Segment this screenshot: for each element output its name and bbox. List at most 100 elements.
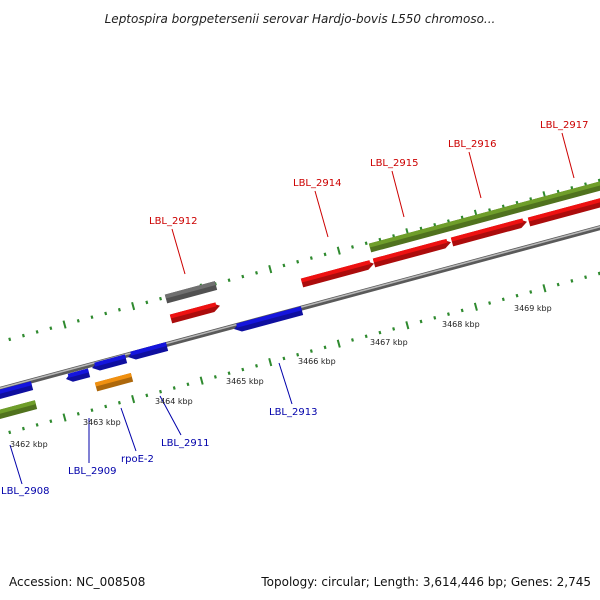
gene-label-lbl-2915[interactable]: LBL_2915 xyxy=(370,158,418,169)
scale-label: 3467 kbp xyxy=(370,338,408,347)
feature-bar-lbl-2911 xyxy=(128,342,169,360)
minor-tick xyxy=(117,307,121,312)
minor-tick xyxy=(446,312,450,316)
minor-tick xyxy=(392,327,396,331)
major-tick xyxy=(131,394,136,404)
gene-label-lbl-2909[interactable]: LBL_2909 xyxy=(68,466,116,477)
feature-bar-olive-left xyxy=(0,400,38,419)
topology-text: Topology: circular; Length: 3,614,446 bp… xyxy=(260,575,591,589)
minor-tick xyxy=(501,297,505,302)
major-tick xyxy=(542,284,547,293)
minor-tick xyxy=(570,279,574,283)
feature-bar-lbl-2911-face xyxy=(130,342,167,356)
minor-tick xyxy=(35,423,39,427)
scale-label: 3462 kbp xyxy=(10,440,48,449)
minor-tick xyxy=(309,349,313,353)
major-tick xyxy=(336,246,341,255)
gene-label-rpoe-2[interactable]: rpoE-2 xyxy=(121,454,154,465)
minor-tick xyxy=(584,275,588,280)
gene-label-lbl-2912[interactable]: LBL_2912 xyxy=(149,216,197,227)
gene-label-lbl-2913[interactable]: LBL_2913 xyxy=(269,407,317,418)
scale-label: 3468 kbp xyxy=(442,320,480,329)
minor-tick xyxy=(117,400,121,405)
leader-lbl-2912 xyxy=(171,228,186,275)
gene-label-lbl-2914[interactable]: LBL_2914 xyxy=(293,178,341,189)
minor-tick xyxy=(104,404,108,409)
minor-tick xyxy=(186,382,190,387)
feature-bar-lbl-2909 xyxy=(66,368,91,382)
feature-bar-rpoe-2-face xyxy=(94,372,132,387)
leader-lbl-2917 xyxy=(561,132,575,179)
leader-lbl-2915 xyxy=(391,170,405,218)
minor-tick xyxy=(49,419,53,424)
feature-bar-lbl-2909b-face xyxy=(94,354,126,367)
feature-bar-lbl-2915 xyxy=(372,238,451,268)
feature-bar-gray-face xyxy=(164,281,216,299)
feature-bar-lbl-2917-face xyxy=(527,198,600,222)
minor-tick xyxy=(213,375,217,379)
gene-labels: LBL_2908 LBL_2909 rpoE-2 LBL_2911 LBL_29… xyxy=(1,120,588,497)
feature-bar-rpoe-2 xyxy=(94,372,134,392)
feature-bar-lbl-2915-face xyxy=(372,238,448,263)
minor-tick xyxy=(282,356,286,361)
major-tick xyxy=(268,265,273,274)
gene-label-lbl-2908[interactable]: LBL_2908 xyxy=(1,486,49,497)
minor-tick xyxy=(104,311,108,316)
feature-bar-olive-left-face xyxy=(0,400,36,414)
minor-tick xyxy=(90,408,94,412)
scale-labels: 3462 kbp 3463 kbp 3464 kbp 3465 kbp 3466… xyxy=(10,304,552,449)
minor-tick xyxy=(8,430,12,435)
feature-bar-lbl-2914 xyxy=(300,260,374,288)
minor-tick xyxy=(323,345,327,350)
leader-lbl-2913 xyxy=(278,362,293,405)
leader-rpoe-2 xyxy=(120,407,137,452)
major-tick xyxy=(62,413,67,422)
minor-tick xyxy=(296,259,300,264)
minor-tick xyxy=(255,363,258,368)
minor-tick xyxy=(172,386,176,390)
feature-bar-gray xyxy=(164,281,218,304)
feature-bar-lbl-2913-face xyxy=(236,306,302,328)
feature-bar-olive-long-face xyxy=(368,181,600,248)
gene-label-lbl-2917[interactable]: LBL_2917 xyxy=(540,120,588,131)
major-tick xyxy=(336,339,341,348)
gene-label-lbl-2911[interactable]: LBL_2911 xyxy=(161,438,209,449)
major-tick xyxy=(268,358,273,367)
feature-bar-lbl-2909-face xyxy=(67,368,89,378)
major-tick xyxy=(62,320,67,329)
gene-label-lbl-2916[interactable]: LBL_2916 xyxy=(448,139,496,150)
leader-lbl-2914 xyxy=(314,190,329,238)
feature-bar-olive-long xyxy=(368,181,600,253)
minor-tick xyxy=(35,330,39,334)
minor-tick xyxy=(8,337,12,342)
feature-bar-lbl-2913 xyxy=(234,306,304,332)
minor-tick xyxy=(76,319,80,323)
scale-label: 3465 kbp xyxy=(226,377,264,386)
major-tick xyxy=(405,321,410,330)
minor-tick xyxy=(364,334,368,339)
minor-tick xyxy=(49,326,53,331)
scale-label: 3464 kbp xyxy=(155,397,193,406)
minor-tick xyxy=(460,308,464,313)
minor-tick xyxy=(351,338,354,342)
minor-tick xyxy=(145,393,149,398)
minor-tick xyxy=(241,367,245,372)
major-tick xyxy=(473,302,478,311)
scale-label: 3469 kbp xyxy=(514,304,552,313)
minor-tick xyxy=(282,263,286,268)
minor-tick xyxy=(21,333,25,338)
minor-tick xyxy=(255,270,258,275)
leader-lbl-2908 xyxy=(9,444,23,485)
minor-tick xyxy=(488,301,492,305)
leader-lbl-2911 xyxy=(159,395,182,436)
accession-text: Accession: NC_008508 xyxy=(9,575,145,589)
minor-tick xyxy=(21,426,25,431)
feature-bar-lbl-2914-face xyxy=(300,260,371,283)
minor-tick xyxy=(378,330,382,335)
feature-bar-lbl-2912-face xyxy=(169,302,217,319)
label-leader-lines xyxy=(9,132,575,485)
feature-bar-lbl-2917 xyxy=(527,198,600,227)
minor-tick xyxy=(227,371,231,376)
feature-bar-lbl-2912 xyxy=(169,302,220,324)
